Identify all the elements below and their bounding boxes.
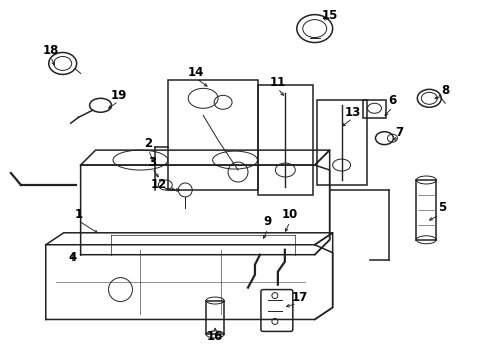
Text: 10: 10	[282, 208, 298, 221]
Text: 14: 14	[188, 66, 204, 79]
Text: 8: 8	[441, 84, 449, 97]
Bar	[168, 80, 258, 190]
Text: 15: 15	[321, 9, 338, 22]
Text: 2: 2	[145, 137, 152, 150]
Text: 18: 18	[43, 44, 59, 57]
Text: 4: 4	[69, 251, 77, 264]
Text: 6: 6	[388, 94, 396, 107]
Text: 16: 16	[207, 330, 223, 343]
Text: 17: 17	[292, 291, 308, 304]
Bar	[363, 100, 387, 118]
Text: 7: 7	[395, 126, 403, 139]
Text: 11: 11	[270, 76, 286, 89]
Text: 13: 13	[344, 106, 361, 119]
Text: 12: 12	[150, 179, 167, 192]
Text: 19: 19	[110, 89, 127, 102]
Bar	[258, 85, 313, 195]
Bar	[317, 100, 367, 185]
Text: 5: 5	[438, 201, 446, 215]
Text: 1: 1	[74, 208, 83, 221]
Text: 3: 3	[148, 156, 156, 168]
Text: 9: 9	[264, 215, 272, 228]
